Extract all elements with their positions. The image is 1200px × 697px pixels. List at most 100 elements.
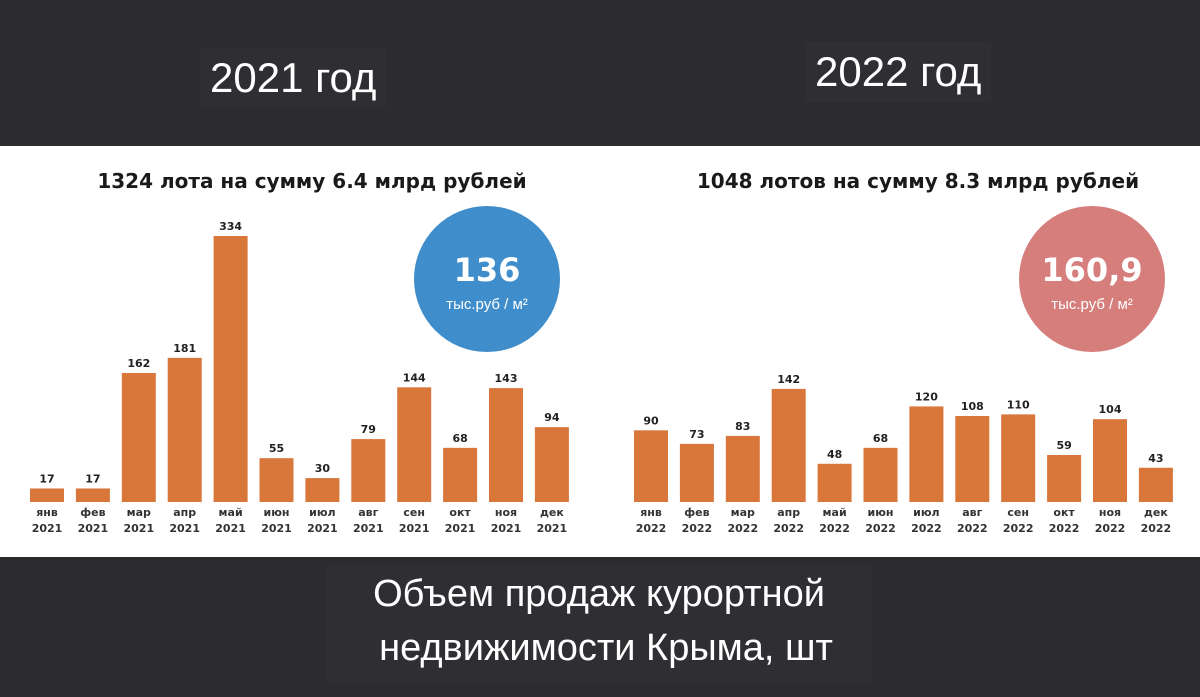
tick-label-month: июн — [263, 506, 289, 519]
bar-мар — [725, 435, 760, 502]
caption-line-1: Объем продаж курортной — [373, 573, 825, 615]
tick-label-year: 2022 — [957, 522, 988, 535]
tick-label-year: 2021 — [215, 522, 246, 535]
tick-label-month: ноя — [1099, 506, 1121, 519]
data-label: 142 — [777, 373, 800, 386]
bar-авг — [955, 415, 990, 502]
tick-label-month: апр — [777, 506, 800, 519]
tick-label-year: 2022 — [1049, 522, 1080, 535]
tick-label-year: 2021 — [78, 522, 109, 535]
chart-2021: 1324 лота на сумму 6.4 млрд рублей 17 янв 2… — [30, 169, 569, 535]
bar-апр — [167, 357, 202, 502]
data-label: 30 — [315, 462, 331, 475]
data-label: 79 — [361, 423, 376, 436]
tick-label-year: 2021 — [32, 522, 63, 535]
price-badge — [414, 206, 560, 352]
tick-label-year: 2021 — [537, 522, 568, 535]
bar-сен — [397, 387, 432, 502]
tick-label-year: 2022 — [819, 522, 850, 535]
data-label: 143 — [495, 372, 518, 385]
data-label: 59 — [1056, 439, 1071, 452]
bar-мар — [121, 372, 156, 502]
data-label: 90 — [643, 414, 659, 427]
tick-label-month: дек — [1144, 506, 1168, 519]
tick-label-year: 2021 — [261, 522, 292, 535]
tick-label-month: июл — [309, 506, 335, 519]
data-label: 17 — [85, 472, 100, 485]
data-label: 68 — [452, 432, 467, 445]
bar-сен — [1001, 414, 1036, 502]
data-label: 334 — [219, 220, 242, 233]
tick-label-month: янв — [640, 506, 662, 519]
data-label: 108 — [961, 400, 984, 413]
tick-label-year: 2021 — [353, 522, 384, 535]
data-label: 43 — [1148, 452, 1163, 465]
tick-label-month: дек — [540, 506, 564, 519]
data-label: 68 — [873, 432, 888, 445]
tick-label-year: 2021 — [445, 522, 476, 535]
data-label: 48 — [827, 448, 842, 461]
price-badge-unit: тыс.руб / м² — [1051, 296, 1133, 313]
tick-label-year: 2022 — [636, 522, 667, 535]
chart-title: 1048 лотов на сумму 8.3 млрд рублей — [697, 169, 1139, 193]
bar-ноя — [489, 388, 523, 502]
header-band — [0, 0, 1200, 146]
tick-label-year: 2021 — [169, 522, 200, 535]
bar-апр — [771, 388, 806, 502]
tick-label-year: 2022 — [773, 522, 804, 535]
caption: Объем продаж курортной недвижимости Крым… — [326, 565, 872, 683]
tick-label-month: сен — [403, 506, 425, 519]
bar-янв — [30, 488, 64, 502]
data-label: 83 — [735, 420, 750, 433]
tick-label-month: мар — [127, 506, 151, 519]
bar-окт — [443, 447, 478, 502]
bar-окт — [1047, 455, 1082, 502]
bar-дек — [1138, 467, 1173, 502]
bar-ноя — [1093, 419, 1127, 502]
tick-label-month: окт — [449, 506, 471, 519]
year-label-2022: 2022 год — [805, 42, 992, 102]
tick-label-month: сен — [1007, 506, 1029, 519]
bar-фев — [679, 443, 714, 502]
data-label: 181 — [173, 342, 196, 355]
tick-label-year: 2022 — [911, 522, 942, 535]
tick-label-month: фев — [684, 506, 709, 519]
tick-label-month: июл — [913, 506, 939, 519]
tick-label-year: 2022 — [1095, 522, 1126, 535]
tick-label-year: 2021 — [399, 522, 430, 535]
data-label: 55 — [269, 442, 284, 455]
price-badge-value: 136 — [454, 251, 521, 289]
tick-label-month: окт — [1053, 506, 1075, 519]
bar-янв — [634, 430, 668, 502]
data-label: 162 — [127, 357, 150, 370]
data-label: 94 — [544, 411, 560, 424]
data-label: 104 — [1099, 403, 1122, 416]
price-badge-unit: тыс.руб / м² — [446, 296, 528, 313]
year-label-2021: 2021 год — [200, 48, 387, 108]
bar-дек — [534, 427, 569, 502]
tick-label-year: 2021 — [307, 522, 338, 535]
caption-line-2: недвижимости Крыма, шт — [379, 627, 833, 669]
tick-label-month: июн — [867, 506, 893, 519]
data-label: 120 — [915, 390, 938, 403]
tick-label-month: фев — [80, 506, 105, 519]
tick-label-year: 2021 — [123, 522, 154, 535]
bar-май — [817, 463, 852, 502]
bar-фев — [75, 488, 110, 502]
bar-июн — [863, 447, 898, 502]
chart-2022: 1048 лотов на сумму 8.3 млрд рублей 90 янв… — [634, 169, 1173, 535]
bar-июл — [909, 406, 944, 502]
tick-label-month: мар — [731, 506, 755, 519]
data-label: 73 — [689, 428, 704, 441]
data-label: 17 — [39, 472, 54, 485]
tick-label-year: 2022 — [865, 522, 896, 535]
price-badge — [1019, 206, 1165, 352]
tick-label-month: апр — [173, 506, 196, 519]
tick-label-month: авг — [962, 506, 982, 519]
tick-label-month: авг — [358, 506, 378, 519]
tick-label-year: 2022 — [682, 522, 713, 535]
tick-label-year: 2021 — [491, 522, 522, 535]
tick-label-year: 2022 — [727, 522, 758, 535]
tick-label-year: 2022 — [1141, 522, 1172, 535]
tick-label-month: ноя — [495, 506, 517, 519]
